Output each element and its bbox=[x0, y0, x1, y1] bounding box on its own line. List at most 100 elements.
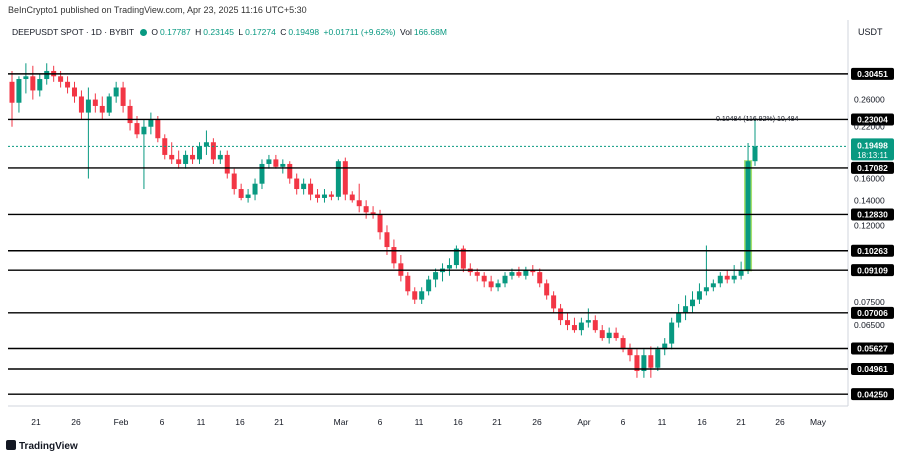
candle-body bbox=[301, 183, 307, 190]
candle-body bbox=[634, 355, 640, 372]
candle-body bbox=[252, 183, 258, 195]
market-open-dot-icon bbox=[140, 29, 148, 37]
x-tick-label: 16 bbox=[453, 417, 463, 427]
candle-body bbox=[481, 275, 487, 282]
candle-body bbox=[58, 76, 64, 82]
x-tick-label: Apr bbox=[577, 417, 590, 427]
candle-body bbox=[294, 178, 300, 190]
countdown-label: 18:13:11 bbox=[857, 151, 888, 160]
level-label: 0.09109 bbox=[857, 265, 888, 275]
level-pill bbox=[851, 362, 894, 375]
candle-body bbox=[446, 265, 452, 269]
candle-body bbox=[655, 349, 661, 368]
candle-body bbox=[495, 283, 501, 288]
x-tick-label: 11 bbox=[415, 417, 424, 427]
x-tick-label: 16 bbox=[235, 417, 245, 427]
candle-body bbox=[565, 320, 571, 326]
candle-body bbox=[405, 275, 411, 292]
candle-body bbox=[516, 272, 522, 276]
candle-body bbox=[44, 70, 50, 80]
candle-body bbox=[78, 96, 84, 113]
x-tick-label: 21 bbox=[492, 417, 502, 427]
level-label: 0.23004 bbox=[857, 115, 888, 125]
candle-body bbox=[488, 281, 494, 288]
tradingview-logo[interactable]: TradingView bbox=[6, 440, 78, 452]
high-label: H bbox=[195, 27, 202, 37]
x-tick-label: 11 bbox=[197, 417, 206, 427]
candle-body bbox=[731, 275, 737, 280]
candle-body bbox=[426, 279, 432, 292]
x-tick-label: May bbox=[810, 417, 827, 427]
candle-body bbox=[99, 105, 105, 113]
candle-body bbox=[613, 332, 619, 339]
candle-body bbox=[176, 159, 182, 164]
candle-body bbox=[363, 206, 369, 213]
candle-body bbox=[287, 163, 293, 179]
candle-body bbox=[308, 183, 314, 195]
x-tick-label: 21 bbox=[31, 417, 41, 427]
volume-value: 166.68M bbox=[413, 27, 447, 37]
x-tick-label: 11 bbox=[658, 417, 667, 427]
level-label: 0.07006 bbox=[857, 308, 888, 318]
open-label: O bbox=[151, 27, 159, 37]
candle-body bbox=[259, 163, 265, 184]
close-value: 0.19498 bbox=[288, 27, 320, 37]
level-pill bbox=[851, 388, 894, 401]
candle-body bbox=[370, 212, 376, 215]
candle-body bbox=[433, 272, 439, 280]
open-value: 0.17787 bbox=[160, 27, 191, 37]
currency-label[interactable]: USDT bbox=[858, 27, 883, 37]
x-tick-label: 6 bbox=[160, 417, 165, 427]
candle-body bbox=[169, 154, 175, 160]
candle-body bbox=[280, 163, 286, 167]
symbol-title[interactable]: DEEPUSDT SPOT · 1D · BYBIT bbox=[12, 27, 135, 37]
candle-body bbox=[752, 146, 758, 162]
x-tick-label: 26 bbox=[532, 417, 542, 427]
y-tick-label: 0.26000 bbox=[854, 95, 885, 105]
level-label: 0.30451 bbox=[857, 69, 888, 79]
low-value: 0.17274 bbox=[245, 27, 276, 37]
candle-body bbox=[710, 283, 716, 288]
candle-body bbox=[453, 248, 459, 266]
x-tick-label: 21 bbox=[274, 417, 284, 427]
measure-annotation: 0.10484 (116.92%) 10,484 bbox=[716, 116, 798, 123]
candle-body bbox=[377, 214, 383, 233]
candle-body bbox=[384, 232, 390, 248]
candle-body bbox=[641, 355, 647, 372]
candle-body bbox=[224, 154, 230, 174]
candle-body bbox=[703, 287, 709, 292]
candle-body bbox=[148, 119, 154, 127]
candle-body bbox=[558, 308, 564, 321]
candle-body bbox=[578, 322, 584, 331]
level-pill bbox=[851, 342, 894, 355]
candle-body bbox=[537, 272, 543, 284]
x-tick-label: 26 bbox=[71, 417, 81, 427]
candle-body bbox=[196, 146, 202, 160]
candle-body bbox=[273, 159, 279, 167]
candle-body bbox=[321, 194, 327, 198]
close-label: C bbox=[280, 27, 287, 37]
candle-body bbox=[203, 142, 209, 147]
level-pill bbox=[851, 208, 894, 221]
candle-body bbox=[16, 79, 22, 103]
candle-body bbox=[696, 291, 702, 300]
candle-body bbox=[231, 173, 237, 190]
candle-body bbox=[127, 105, 133, 124]
level-label: 0.17082 bbox=[857, 163, 888, 173]
candle-body bbox=[474, 272, 480, 276]
volume-label: Vol bbox=[400, 27, 412, 37]
candle-body bbox=[190, 154, 196, 160]
candle-body bbox=[349, 194, 355, 201]
candle-body bbox=[92, 99, 98, 106]
candle-body bbox=[745, 161, 751, 271]
candle-body bbox=[530, 270, 536, 273]
candle-body bbox=[585, 320, 591, 323]
candle-body bbox=[210, 142, 216, 160]
candle-body bbox=[113, 87, 119, 97]
y-tick-label: 0.14000 bbox=[854, 195, 885, 205]
candle-body bbox=[599, 330, 605, 339]
candle-body bbox=[217, 154, 223, 160]
level-label: 0.05627 bbox=[857, 344, 888, 354]
candle-body bbox=[571, 325, 577, 331]
